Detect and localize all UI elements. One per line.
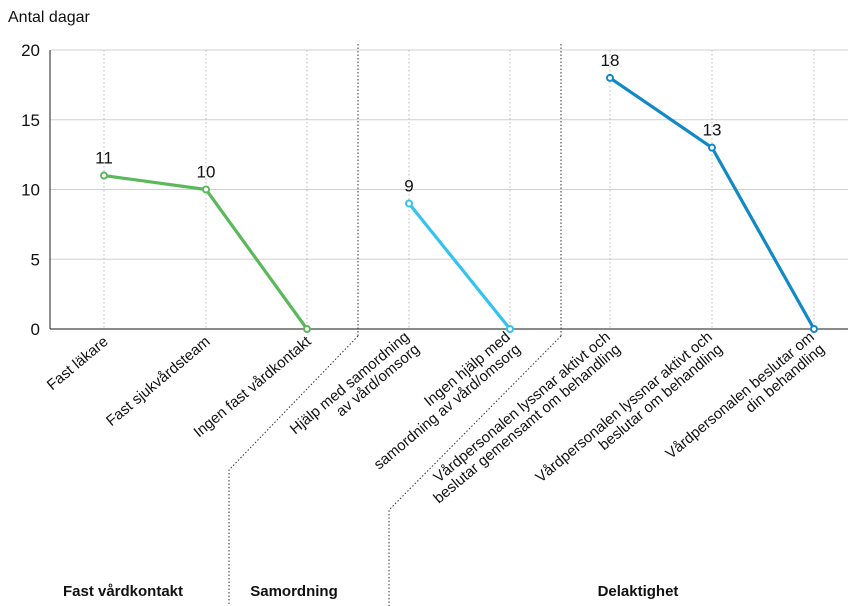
data-point xyxy=(708,143,716,152)
data-label: 18 xyxy=(601,51,620,70)
category-label: Fast sjukvårdsteam xyxy=(103,333,214,430)
y-axis-label: Antal dagar xyxy=(8,9,91,26)
data-point xyxy=(405,199,413,208)
group-label: Delaktighet xyxy=(598,583,679,600)
category-label: Fast läkare xyxy=(44,333,112,394)
data-label: 13 xyxy=(703,121,722,140)
group-separator-diagonal xyxy=(388,335,562,606)
group-label: Samordning xyxy=(250,583,338,600)
data-point xyxy=(100,171,108,180)
data-label: 9 xyxy=(404,176,413,195)
data-label: 10 xyxy=(197,163,216,182)
y-tick-label: 10 xyxy=(21,181,40,200)
series-line xyxy=(407,202,512,331)
y-tick-label: 0 xyxy=(31,320,40,339)
data-point xyxy=(810,325,818,333)
y-tick-label: 5 xyxy=(31,250,40,269)
group-separator-diagonal xyxy=(228,335,359,606)
y-tick-label: 15 xyxy=(21,111,40,130)
data-point xyxy=(202,185,210,194)
category-label: Vårdpersonalen lyssnar aktivt ochbesluta… xyxy=(532,328,726,498)
group-label: Fast vårdkontakt xyxy=(63,583,183,600)
data-point xyxy=(303,325,311,333)
y-tick-label: 20 xyxy=(21,41,40,60)
data-point xyxy=(506,325,514,333)
data-label: 11 xyxy=(95,149,113,168)
data-point xyxy=(606,73,614,82)
